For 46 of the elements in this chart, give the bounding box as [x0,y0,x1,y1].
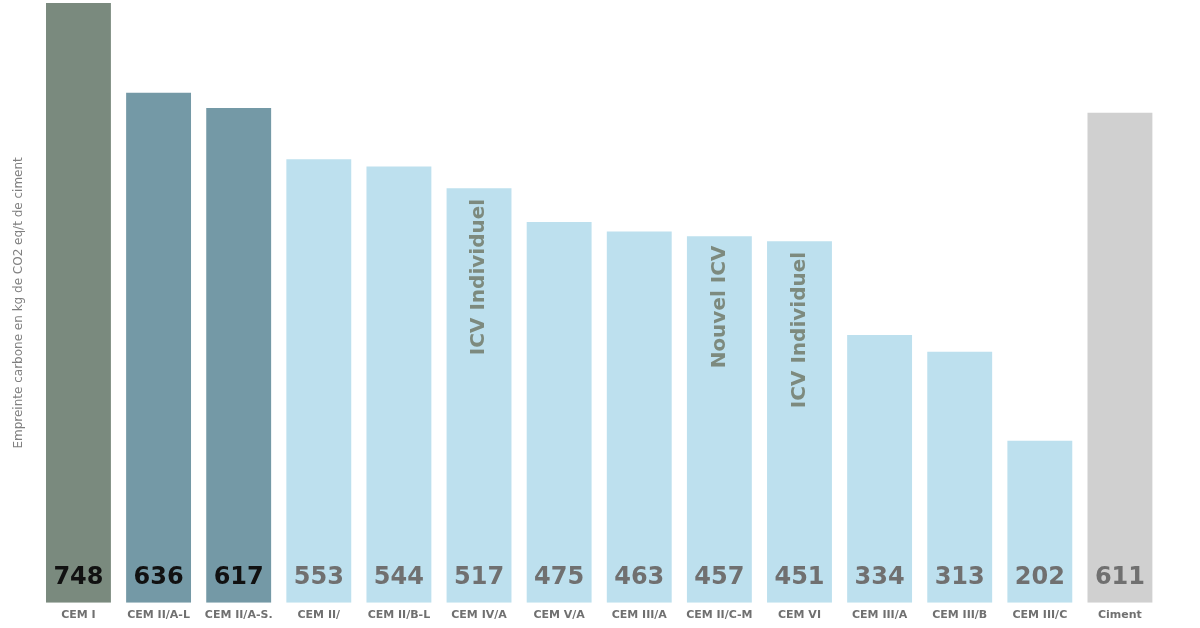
x-tick-label: CEM VI [778,608,821,622]
bar [1087,112,1153,603]
data-label: 463 [614,562,665,591]
x-tick-label: CEM III/C [1012,608,1068,622]
data-label: 748 [53,562,104,591]
x-tick-label: Ciment [1098,608,1142,622]
x-tick-label: CEM II/A-L [127,608,190,622]
bar [446,188,512,603]
bar [767,241,832,603]
data-label: 451 [774,562,825,591]
data-label: 617 [213,562,264,591]
bar [526,221,592,603]
x-tick-label: CEM I [61,608,96,622]
y-axis-title: Empreinte carbone en kg de CO2 eq/t de ciment [11,156,26,449]
x-tick-label: CEM II/A-S. [204,608,273,622]
x-tick-label: CEM II/B-L [367,608,431,622]
data-label: 517 [453,562,505,591]
x-tick-label: CEM II/ [297,608,342,622]
bar [686,236,752,603]
bar [847,334,913,603]
data-label: 475 [534,562,585,591]
annotation: Nouvel ICV [705,245,730,369]
data-label: 457 [694,562,745,591]
annotation: ICV Individuel [785,251,810,409]
bar [126,92,192,603]
bar [366,166,432,603]
data-label: 553 [293,562,344,591]
data-label: 334 [854,562,905,591]
data-label: 611 [1094,562,1145,591]
x-tick-label: CEM V/A [533,608,586,622]
bar [286,159,352,603]
data-label: 202 [1014,562,1065,591]
bar [46,3,111,603]
data-label: 313 [934,562,985,591]
x-tick-label: CEM III/A [611,608,668,622]
x-tick-label: CEM III/A [852,608,908,622]
bar [927,351,993,603]
bar [606,231,672,603]
x-tick-label: CEM II/C-M [686,608,753,622]
bar [206,108,272,603]
annotation: ICV Individuel [465,198,490,356]
x-tick-label: CEM III/B [932,608,988,622]
data-label: 636 [133,562,184,591]
bar [1007,440,1073,603]
data-label: 544 [373,562,424,591]
x-tick-label: CEM IV/A [451,608,508,622]
